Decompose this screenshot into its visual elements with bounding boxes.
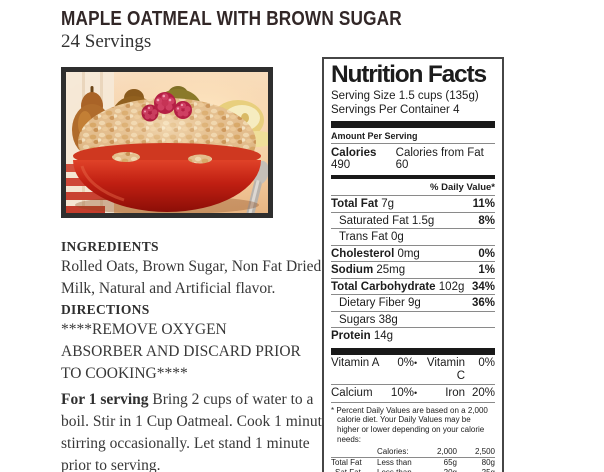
table-row: Sat Fat Less than 20g 25g <box>331 468 495 472</box>
daily-value-table: Calories: 2,000 2,500 Total Fat Less tha… <box>331 446 495 472</box>
bullet-separator: • <box>413 388 418 398</box>
amount-per-serving: Amount Per Serving <box>331 128 495 144</box>
nutrient-row-saturated-fat: Saturated Fat 1.5g 8% <box>331 213 495 229</box>
servings-subtitle: 24 Servings <box>61 31 152 52</box>
divider-medium <box>331 175 495 179</box>
ingredients-text: Rolled Oats, Brown Sugar, Non Fat Dried … <box>61 258 322 297</box>
table-row: Total Fat Less than 65g 80g <box>331 458 495 468</box>
servings-per-container: Servings Per Container 4 <box>331 104 460 116</box>
nutrition-facts-title: Nutrition Facts <box>331 61 487 88</box>
daily-value-header: % Daily Value* <box>331 179 495 196</box>
serving-size: Serving Size 1.5 cups (135g) <box>331 90 479 102</box>
table-row: Calories: 2,000 2,500 <box>331 446 495 459</box>
ingredients-heading: INGREDIENTS <box>61 239 159 254</box>
daily-value-footnote: * Percent Daily Values are based on a 2,… <box>331 405 488 444</box>
divider-thick <box>331 121 495 128</box>
nutrient-row-sugars: Sugars 38g <box>331 312 495 328</box>
raspberries <box>141 92 192 122</box>
directions-heading: DIRECTIONS <box>61 302 150 317</box>
calories-row: Calories 490 Calories from Fat 60 <box>331 144 495 173</box>
directions-section: DIRECTIONS ****REMOVE OXYGEN ABSORBER AN… <box>61 302 303 385</box>
vitamin-row-1: Vitamin A 0% • Vitamin C 0% <box>331 355 495 385</box>
calories-from-fat: Calories from Fat 60 <box>395 147 484 171</box>
divider-thick <box>331 347 495 355</box>
oatmeal-bowl-illustration <box>66 72 268 213</box>
red-bowl <box>73 143 261 212</box>
page-title: MAPLE OATMEAL WITH BROWN SUGAR <box>61 8 402 30</box>
ingredients-section: INGREDIENTS Rolled Oats, Brown Sugar, No… <box>61 239 323 299</box>
vitamin-row-2: Calcium 10% • Iron 20% <box>331 385 495 403</box>
nutrient-row-protein: Protein 14g <box>331 330 394 342</box>
nutrient-row-cholesterol: Cholesterol 0mg 0% <box>331 246 495 262</box>
nutrient-row-total-carbohydrate: Total Carbohydrate 102g 34% <box>331 279 495 295</box>
nutrient-row-trans-fat: Trans Fat 0g <box>331 229 495 246</box>
nutrient-row-sodium: Sodium 25mg 1% <box>331 262 495 279</box>
bullet-separator: • <box>413 357 418 368</box>
serving-instructions-lead: For 1 serving <box>61 391 149 408</box>
calories-value: Calories 490 <box>331 147 377 171</box>
nutrient-row-dietary-fiber: Dietary Fiber 9g 36% <box>331 295 495 312</box>
nutrition-facts-label: Nutrition Facts Serving Size 1.5 cups (1… <box>322 57 504 472</box>
nutrient-row-total-fat: Total Fat 7g 11% <box>331 196 495 213</box>
serving-instructions: For 1 serving Bring 2 cups of water to a… <box>61 389 333 472</box>
recipe-photo <box>61 67 273 218</box>
directions-warning: ****REMOVE OXYGEN ABSORBER AND DISCARD P… <box>61 321 301 382</box>
serving-instructions-body: Bring 2 cups of water to a boil. Stir in… <box>61 391 333 472</box>
